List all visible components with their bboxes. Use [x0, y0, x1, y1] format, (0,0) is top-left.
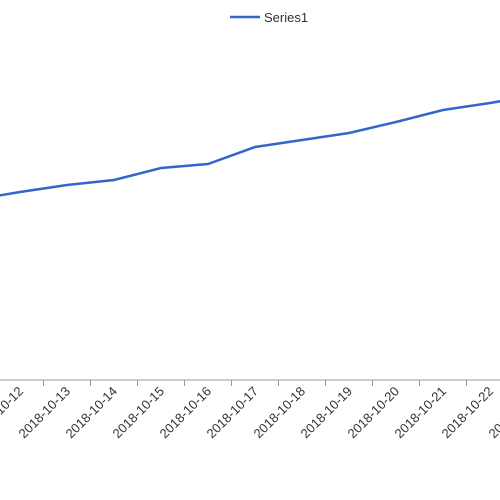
- series-line: [0, 100, 500, 197]
- legend-label: Series1: [264, 10, 308, 25]
